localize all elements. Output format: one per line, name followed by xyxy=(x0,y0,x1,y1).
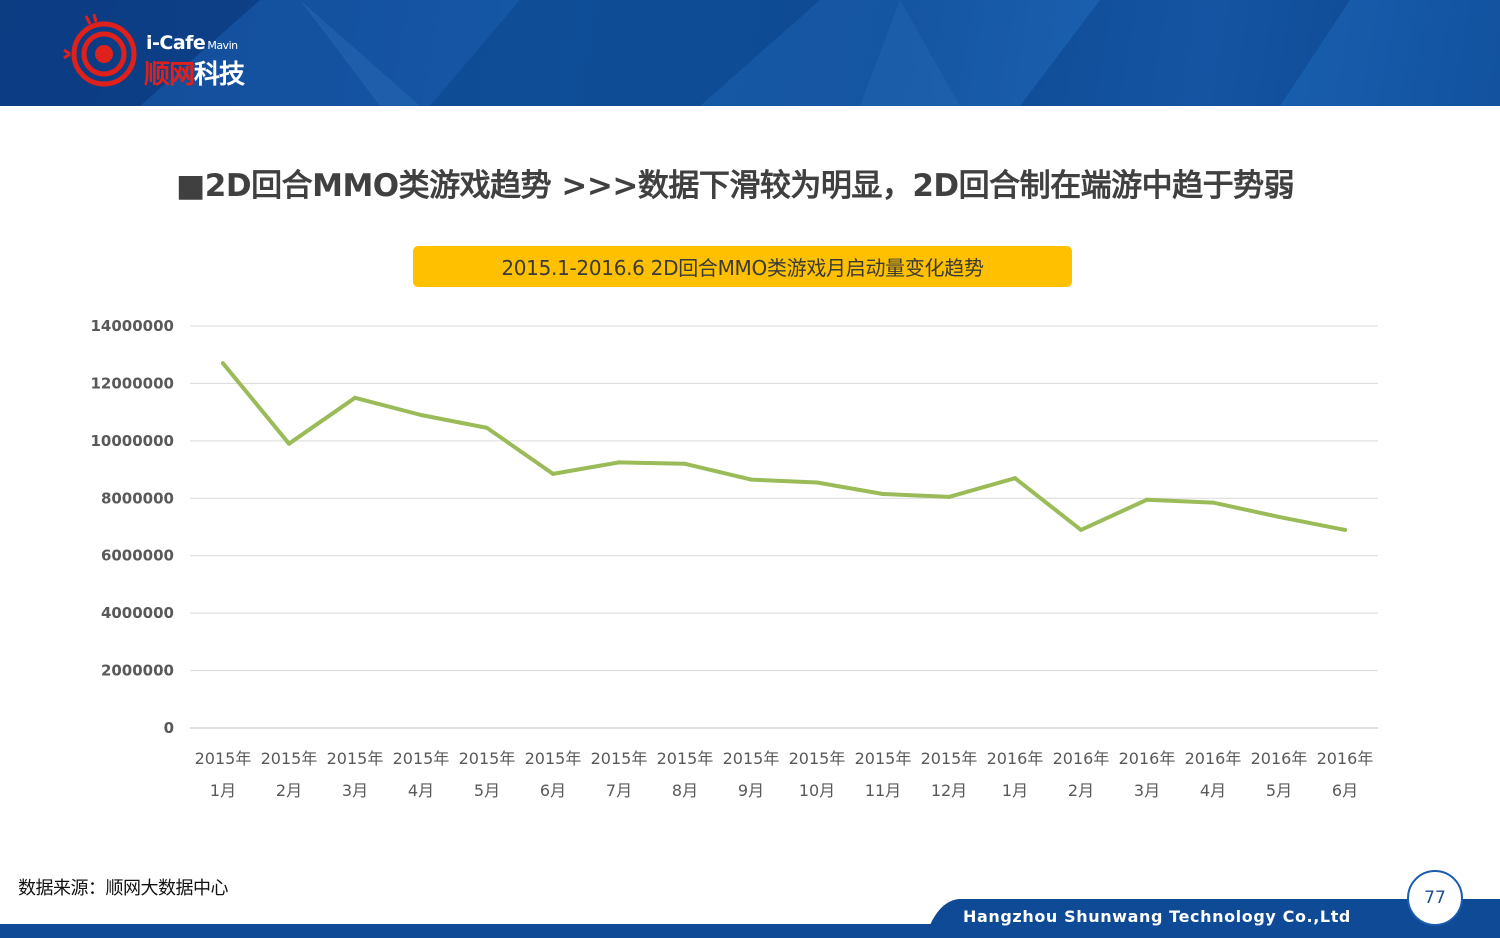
data-point xyxy=(287,441,291,446)
x-tick-label: 2016年 xyxy=(1119,749,1176,768)
x-tick-label: 2月 xyxy=(1068,781,1094,800)
data-point xyxy=(221,361,225,366)
y-tick-label: 2000000 xyxy=(101,662,174,680)
x-tick-label: 1月 xyxy=(1002,781,1028,800)
company-logo[interactable]: i-Cafe Mavin 顺网科技 xyxy=(62,14,292,94)
data-point xyxy=(1343,527,1347,532)
y-tick-label: 6000000 xyxy=(101,547,174,565)
data-point xyxy=(1079,527,1083,532)
y-tick-label: 14000000 xyxy=(91,317,175,335)
x-tick-label: 12月 xyxy=(931,781,967,800)
x-tick-label: 2016年 xyxy=(987,749,1044,768)
x-tick-label: 2015年 xyxy=(921,749,978,768)
target-icon xyxy=(63,14,137,87)
x-tick-label: 2015年 xyxy=(525,749,582,768)
data-point xyxy=(485,425,489,430)
data-point xyxy=(419,413,423,418)
x-tick-label: 9月 xyxy=(738,781,764,800)
header-background xyxy=(0,0,1500,106)
y-tick-label: 10000000 xyxy=(91,432,175,450)
data-point xyxy=(749,477,753,482)
x-tick-label: 1月 xyxy=(210,781,236,800)
x-tick-label: 2015年 xyxy=(393,749,450,768)
data-point xyxy=(881,491,885,496)
x-tick-label: 6月 xyxy=(540,781,566,800)
x-tick-label: 2016年 xyxy=(1317,749,1374,768)
data-point xyxy=(1277,514,1281,519)
x-tick-label: 2016年 xyxy=(1185,749,1242,768)
line-chart: 0 2000000 4000000 6000000 8000000 10000000 120… xyxy=(91,317,1378,800)
series-line xyxy=(221,361,1347,532)
x-tick-label: 2016年 xyxy=(1251,749,1308,768)
x-tick-label: 10月 xyxy=(799,781,835,800)
chart-title: 2015.1-2016.6 2D回合MMO类游戏月启动量变化趋势 xyxy=(413,246,1072,287)
x-tick-label: 3月 xyxy=(342,781,368,800)
x-tick-label: 3月 xyxy=(1134,781,1160,800)
data-point xyxy=(551,471,555,476)
data-point xyxy=(1211,500,1215,505)
x-tick-label: 2月 xyxy=(276,781,302,800)
data-point xyxy=(683,461,687,466)
data-point xyxy=(815,480,819,485)
y-tick-label: 8000000 xyxy=(101,489,174,507)
x-tick-label: 5月 xyxy=(1266,781,1292,800)
x-tick-label: 2015年 xyxy=(855,749,912,768)
page-number: 77 xyxy=(1407,870,1463,926)
footer-band xyxy=(925,899,1500,938)
data-point xyxy=(1145,497,1149,502)
data-point xyxy=(1013,476,1017,481)
y-tick-label: 12000000 xyxy=(91,374,175,392)
company-name: Hangzhou Shunwang Technology Co.,Ltd xyxy=(963,907,1351,926)
data-source-note: 数据来源：顺网大数据中心 xyxy=(18,878,229,899)
x-tick-label: 6月 xyxy=(1332,781,1358,800)
x-tick-label: 11月 xyxy=(865,781,901,800)
logo-chinese-text: 顺网科技 xyxy=(144,60,245,90)
data-point xyxy=(617,460,621,465)
x-tick-label: 2015年 xyxy=(591,749,648,768)
header-banner: i-Cafe Mavin 顺网科技 xyxy=(0,0,1500,106)
x-tick-label: 2015年 xyxy=(261,749,318,768)
x-tick-label: 5月 xyxy=(474,781,500,800)
x-tick-label: 4月 xyxy=(408,781,434,800)
x-tick-label: 2015年 xyxy=(657,749,714,768)
x-tick-label: 2015年 xyxy=(327,749,384,768)
x-tick-label: 4月 xyxy=(1200,781,1226,800)
x-tick-label: 2015年 xyxy=(195,749,252,768)
logo-brand-text: i-Cafe Mavin xyxy=(146,32,238,54)
x-tick-label: 8月 xyxy=(672,781,698,800)
x-tick-label: 2015年 xyxy=(789,749,846,768)
x-tick-label: 7月 xyxy=(606,781,632,800)
x-tick-label: 2015年 xyxy=(723,749,780,768)
data-point xyxy=(353,395,357,400)
x-tick-label: 2015年 xyxy=(459,749,516,768)
y-tick-label: 4000000 xyxy=(101,604,174,622)
x-tick-label: 2016年 xyxy=(1053,749,1110,768)
y-tick-label: 0 xyxy=(164,719,174,737)
data-point xyxy=(947,494,951,499)
page-title: ■2D回合MMO类游戏趋势 >>>数据下滑较为明显，2D回合制在端游中趋于势弱 xyxy=(176,168,1295,204)
